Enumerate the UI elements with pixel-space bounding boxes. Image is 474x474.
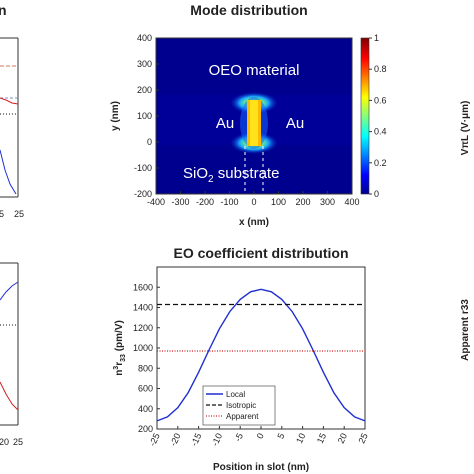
line-chart-title: EO coefficient distribution xyxy=(173,245,348,261)
slot-field-edge-left xyxy=(247,100,250,146)
y-label-n: n xyxy=(114,370,125,376)
y-tick-label: 400 xyxy=(138,404,153,414)
y-tick-label: 1000 xyxy=(133,343,153,353)
y-tick-label: 1400 xyxy=(133,303,153,313)
right-lower-axis-label: Apparent r33 xyxy=(460,299,471,361)
x-tick-label: 20 xyxy=(336,432,349,445)
legend: Local Isotropic Apparent xyxy=(202,385,276,426)
line-chart-x-ticks: -25 -20 -15 -10 -5 0 5 10 15 20 25 xyxy=(147,426,370,448)
legend-label-local: Local xyxy=(226,390,245,399)
left-lower-red-curve xyxy=(0,381,19,411)
line-chart-x-label: Position in slot (nm) xyxy=(213,462,309,473)
slot-field-edge-right xyxy=(258,100,261,146)
heatmap-y-tick-label: 100 xyxy=(137,111,152,121)
left-upper-blue-curve xyxy=(0,149,17,195)
legend-label-isotropic: Isotropic xyxy=(226,401,256,410)
left-upper-red-curve xyxy=(0,97,19,105)
heatmap-y-ticks: 400 300 200 100 0 -100 -200 xyxy=(134,33,159,199)
legend-label-apparent: Apparent xyxy=(226,412,259,421)
left-title-fragment: n xyxy=(0,2,7,18)
heatmap-x-tick-label: -400 xyxy=(147,197,165,207)
y-tick-label: 1600 xyxy=(133,282,153,292)
y-tick-label: 600 xyxy=(138,384,153,394)
heatmap-x-tick-label: -300 xyxy=(171,197,189,207)
au-right-label: Au xyxy=(286,115,304,132)
x-tick-label: 15 xyxy=(315,432,328,445)
heatmap-x-tick-label: 0 xyxy=(251,197,256,207)
left-lower-tick-25: 25 xyxy=(13,437,23,447)
heatmap-y-tick-label: 300 xyxy=(137,59,152,69)
heatmap-x-tick-label: 300 xyxy=(320,197,335,207)
left-lower-blue-curve xyxy=(0,281,19,301)
colorbar-tick-label: 0.8 xyxy=(374,64,387,74)
x-tick-label: -25 xyxy=(147,432,162,448)
heatmap-y-tick-label: -100 xyxy=(134,163,152,173)
x-tick-label: -10 xyxy=(210,432,225,448)
y-label-superscript: 3 xyxy=(113,366,120,370)
colorbar-tick-label: 0 xyxy=(374,189,379,199)
y-tick-label: 200 xyxy=(138,424,153,434)
colorbar-tick-label: 0.6 xyxy=(374,95,387,105)
colorbar xyxy=(360,37,370,195)
x-tick-label: 25 xyxy=(357,432,370,445)
left-upper-tick-5: 5 xyxy=(0,209,4,219)
heatmap-x-tick-label: -200 xyxy=(196,197,214,207)
heatmap-x-ticks: -400 -300 -200 -100 0 100 200 300 400 xyxy=(147,191,360,207)
substrate-label: SiO2 substrate xyxy=(183,165,279,185)
heatmap-x-tick-label: 200 xyxy=(295,197,310,207)
heatmap-y-tick-label: 200 xyxy=(137,85,152,95)
heatmap-image xyxy=(156,38,352,194)
heatmap-x-tick-label: 400 xyxy=(344,197,359,207)
left-lower-panel-fragment: 20 25 xyxy=(0,262,23,447)
heatmap-y-tick-label: 400 xyxy=(137,33,152,43)
heatmap-y-label: y (nm) xyxy=(110,101,121,131)
x-tick-label: 10 xyxy=(294,432,307,445)
y-tick-label: 1200 xyxy=(133,323,153,333)
eo-coefficient-panel: EO coefficient distribution -25 -20 -15 -10… xyxy=(113,245,370,473)
x-tick-label: 5 xyxy=(275,432,286,441)
line-chart-y-label: n3r33 (pm/V) xyxy=(113,320,127,376)
heatmap-x-label: x (nm) xyxy=(239,217,269,228)
y-label-r: r xyxy=(114,362,125,366)
line-chart-series xyxy=(156,288,366,422)
heatmap-x-tick-label: -100 xyxy=(220,197,238,207)
colorbar-tick-label: 0.4 xyxy=(374,127,387,137)
heatmap-x-tick-label: 100 xyxy=(271,197,286,207)
au-left-label: Au xyxy=(216,115,234,132)
substrate-label-tail: substrate xyxy=(214,165,280,182)
heatmap-title: Mode distribution xyxy=(190,2,307,18)
heatmap-y-tick-label: 0 xyxy=(147,137,152,147)
slot-field-core xyxy=(247,100,261,146)
mode-distribution-panel: Mode distribution OEO material Au Au SiO… xyxy=(110,2,387,228)
y-label-unit: (pm/V) xyxy=(114,320,125,354)
x-tick-label: -15 xyxy=(189,432,204,448)
y-tick-label: 800 xyxy=(138,363,153,373)
left-upper-panel-fragment: n 5 25 xyxy=(0,2,24,219)
right-upper-axis-label: VπL (V·μm) xyxy=(460,101,471,156)
colorbar-tick-label: 0.2 xyxy=(374,158,387,168)
colorbar-tick-label: 1 xyxy=(374,33,379,43)
colorbar-ticks: 1 0.8 0.6 0.4 0.2 0 xyxy=(369,33,387,199)
left-upper-tick-25: 25 xyxy=(14,209,24,219)
heatmap-y-tick-label: -200 xyxy=(134,189,152,199)
x-tick-label: -20 xyxy=(168,432,183,448)
series-line-local xyxy=(156,288,366,422)
oeo-material-label: OEO material xyxy=(209,62,300,79)
line-chart-y-ticks: 200 400 600 800 1000 1200 1400 1600 xyxy=(133,282,160,434)
substrate-label-main: SiO xyxy=(183,165,208,182)
x-tick-label: -5 xyxy=(233,432,245,443)
left-lower-tick-20: 20 xyxy=(0,437,9,447)
y-label-subscript: 33 xyxy=(120,354,127,362)
substrate-label-subscript: 2 xyxy=(208,174,214,185)
x-tick-label: 0 xyxy=(255,432,266,441)
